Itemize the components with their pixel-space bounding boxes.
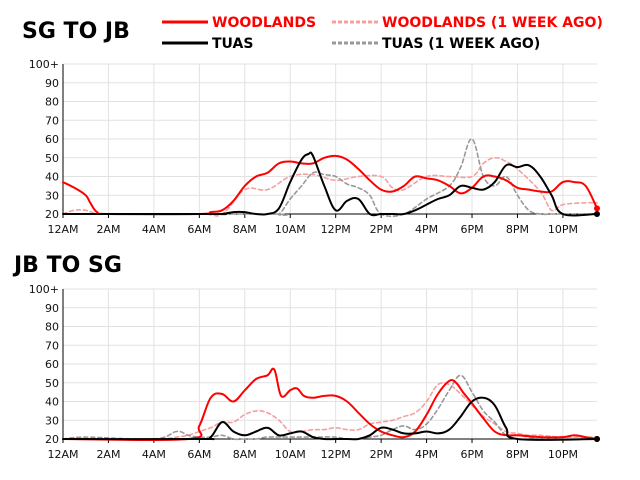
legend-item-woodlands[interactable]: WOODLANDS — [162, 15, 316, 31]
sg-to-jb-x-tick-label: 4AM — [142, 223, 166, 236]
legend-label-woodlands-week-ago: WOODLANDS (1 WEEK AGO) — [382, 15, 603, 31]
legend-label-woodlands: WOODLANDS — [212, 15, 316, 31]
sg-to-jb-x-tick-label: 2AM — [96, 223, 120, 236]
sg-to-jb-y-tick-label: 20 — [45, 208, 59, 221]
jb-to-sg-series-tuas — [62, 396, 598, 441]
sg-to-jb-series-tuas — [62, 151, 598, 217]
sg-to-jb-endpoint-tuas — [594, 211, 600, 217]
jb-to-sg-endpoint-tuas — [594, 436, 600, 442]
sg-to-jb-x-tick-label: 2PM — [370, 223, 393, 236]
sg-to-jb-x-tick-label: 8PM — [506, 223, 529, 236]
jb-to-sg-y-tick-label: 60 — [45, 358, 59, 371]
sg-to-jb-x-tick-label: 12AM — [47, 223, 78, 236]
jb-to-sg-x-tick-label: 6AM — [187, 448, 211, 461]
jb-to-sg-y-tick-label: 90 — [45, 302, 59, 315]
sg-to-jb-series-tuas-1-week-ago — [62, 138, 598, 218]
jb-to-sg-x-tick-label: 4AM — [142, 448, 166, 461]
jb-to-sg-x-tick-label: 12AM — [47, 448, 78, 461]
sg-to-jb-x-tick-label: 12PM — [321, 223, 351, 236]
sg-to-jb-y-tick-label: 40 — [45, 171, 59, 184]
legend-item-woodlands-week-ago[interactable]: WOODLANDS (1 WEEK AGO) — [332, 15, 603, 31]
legend: WOODLANDS WOODLANDS (1 WEEK AGO) TUAS TU… — [162, 15, 603, 52]
jb-to-sg-x-tick-label: 8AM — [233, 448, 257, 461]
jb-to-sg-x-tick-label: 10AM — [275, 448, 306, 461]
sg-to-jb-y-tick-label: 90 — [45, 77, 59, 90]
jb-to-sg-y-tick-label: 100+ — [29, 283, 59, 296]
sg-to-jb-x-tick-label: 8AM — [233, 223, 257, 236]
sg-to-jb-x-tick-label: 10PM — [548, 223, 578, 236]
sg-to-jb-x-tick-label: 6AM — [187, 223, 211, 236]
jb-to-sg-x-tick-label: 10PM — [548, 448, 578, 461]
jb-to-sg-x-tick-label: 4PM — [415, 448, 438, 461]
sg-to-jb-y-tick-label: 30 — [45, 189, 59, 202]
sg-to-jb-y-tick-label: 70 — [45, 114, 59, 127]
plot-sg-to-jb: 20 30 40 50 60 70 80 90 100+ 12AM 2AM 4AM 6AM 8AM 10AM… — [29, 58, 600, 236]
legend-item-tuas[interactable]: TUAS — [162, 36, 253, 52]
sg-to-jb-endpoint-woodlands — [594, 205, 600, 212]
sg-to-jb-x-tick-label: 4PM — [415, 223, 438, 236]
jb-to-sg-y-tick-label: 50 — [45, 377, 59, 390]
jb-to-sg-series-woodlands-1-week-ago — [62, 382, 598, 440]
jb-to-sg-x-tick-label: 2PM — [370, 448, 393, 461]
jb-to-sg-x-tick-label: 6PM — [460, 448, 483, 461]
sg-to-jb-x-tick-label: 6PM — [460, 223, 483, 236]
jb-to-sg-series-tuas-1-week-ago — [62, 374, 598, 441]
sg-to-jb-y-tick-label: 50 — [45, 152, 59, 165]
sg-to-jb-y-tick-label: 80 — [45, 96, 59, 109]
jb-to-sg-y-tick-label: 40 — [45, 396, 59, 409]
legend-item-tuas-week-ago[interactable]: TUAS (1 WEEK AGO) — [332, 36, 540, 52]
jb-to-sg-x-tick-label: 12PM — [321, 448, 351, 461]
jb-to-sg-y-tick-label: 20 — [45, 433, 59, 446]
jb-to-sg-y-tick-label: 80 — [45, 321, 59, 334]
chart-title-sg-to-jb: SG TO JB — [22, 19, 130, 44]
chart-title-jb-to-sg: JB TO SG — [12, 253, 122, 278]
jb-to-sg-x-tick-label: 2AM — [96, 448, 120, 461]
jb-to-sg-x-tick-label: 8PM — [506, 448, 529, 461]
sg-to-jb-y-tick-label: 60 — [45, 133, 59, 146]
jb-to-sg-series-woodlands — [62, 367, 598, 442]
legend-label-tuas-week-ago: TUAS (1 WEEK AGO) — [382, 36, 540, 52]
legend-label-tuas: TUAS — [212, 36, 253, 52]
jb-to-sg-y-tick-label: 30 — [45, 414, 59, 427]
sg-to-jb-y-tick-label: 100+ — [29, 58, 59, 71]
sg-to-jb-series-woodlands — [62, 154, 598, 216]
sg-to-jb-x-tick-label: 10AM — [275, 223, 306, 236]
plot-jb-to-sg: 20 30 40 50 60 70 80 90 100+ 12AM 2AM 4AM 6AM 8AM 10AM… — [29, 283, 600, 461]
jb-to-sg-y-tick-label: 70 — [45, 339, 59, 352]
